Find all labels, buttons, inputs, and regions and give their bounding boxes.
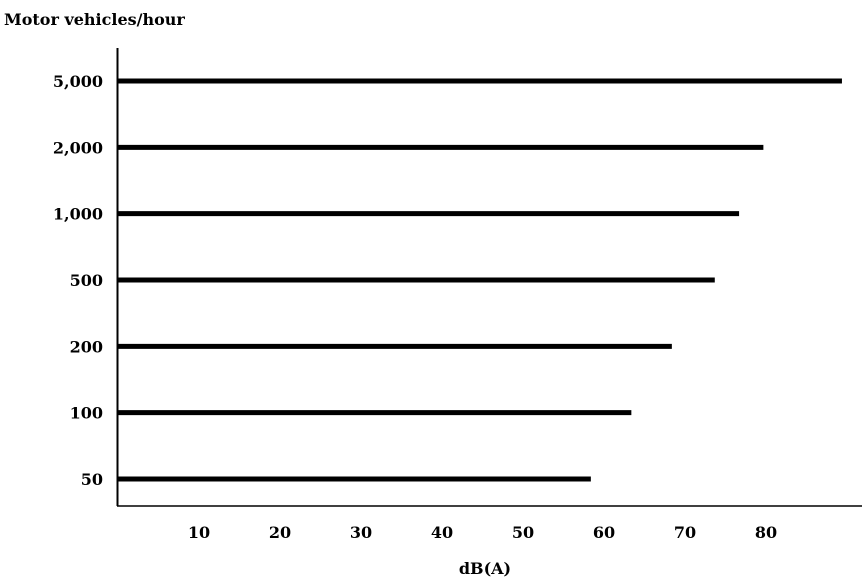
y-tick-label: 50	[81, 470, 103, 489]
y-tick-label: 5,000	[53, 72, 103, 91]
x-tick-label: 40	[431, 523, 453, 542]
y-axis-title: Motor vehicles/hour	[4, 10, 185, 29]
x-tick-label: 20	[269, 523, 291, 542]
y-tick-label: 200	[70, 337, 103, 356]
y-tick-label: 100	[70, 404, 103, 423]
y-tick-label: 2,000	[53, 138, 103, 157]
x-tick-label: 70	[674, 523, 696, 542]
x-tick-label: 10	[188, 523, 210, 542]
x-tick-label: 80	[755, 523, 777, 542]
x-tick-label: 60	[593, 523, 615, 542]
y-tick-labels: 50 100 200 500 1,000 2,000 5,000	[53, 72, 103, 489]
x-tick-labels: 10 20 30 40 50 60 70 80	[188, 523, 777, 542]
bars-group	[117, 78, 842, 482]
y-tick-label: 500	[70, 271, 103, 290]
x-tick-label: 50	[512, 523, 534, 542]
y-tick-label: 1,000	[53, 205, 103, 224]
x-tick-label: 30	[350, 523, 372, 542]
x-axis-title: dB(A)	[459, 559, 511, 578]
